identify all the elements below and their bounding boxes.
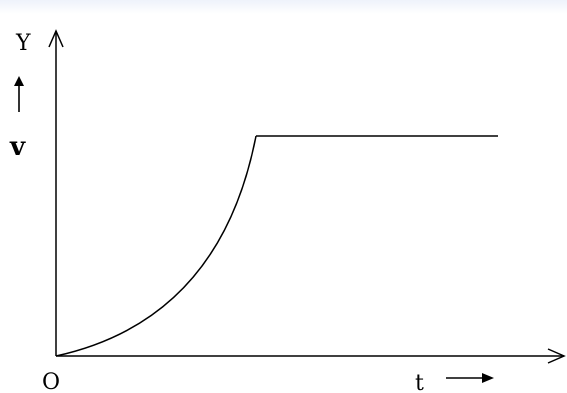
x-axis-arrowhead [547,348,566,364]
velocity-curve [55,135,257,357]
velocity-up-arrow-head [14,76,24,86]
time-label: t [415,371,424,393]
y-axis-label: Y [15,31,31,56]
velocity-label: v [9,132,26,162]
time-right-arrow-head [482,373,494,383]
origin-label: O [42,370,60,393]
y-axis-arrowhead [48,29,64,48]
